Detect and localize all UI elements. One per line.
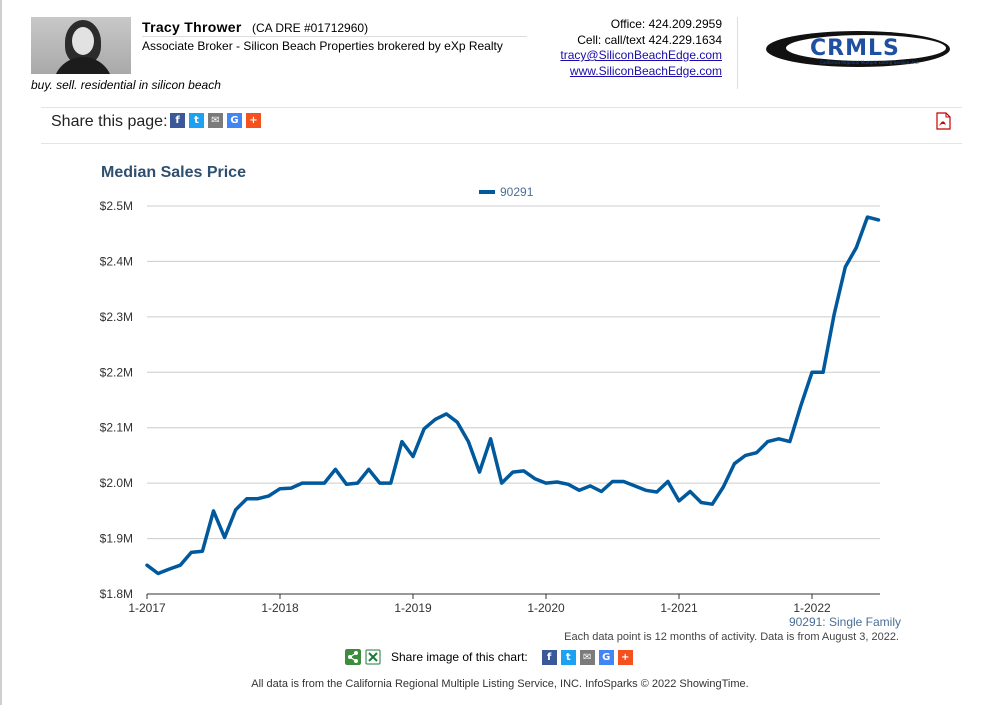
y-tick-label: $2.0M: [100, 476, 133, 490]
website-link[interactable]: www.SiliconBeachEdge.com: [569, 63, 722, 78]
plus-icon[interactable]: +: [246, 113, 261, 128]
y-tick-label: $1.8M: [100, 587, 133, 601]
agent-license: (CA DRE #01712960): [252, 21, 369, 35]
excel-export-icon[interactable]: [365, 649, 381, 665]
crmls-logo-text: CRMLS: [810, 36, 900, 61]
agent-photo: [31, 17, 131, 74]
divider: [41, 143, 962, 144]
y-tick-label: $1.9M: [100, 532, 133, 546]
y-tick-label: $2.4M: [100, 254, 133, 268]
share-image-label: Share image of this chart:: [391, 650, 528, 664]
header-divider: [737, 17, 738, 89]
share-page-icons: f t ✉ G +: [170, 113, 261, 128]
divider: [142, 36, 527, 37]
y-tick-label: $2.3M: [100, 310, 133, 324]
y-tick-label: $2.5M: [100, 199, 133, 213]
crmls-logo: CRMLS California Regional Multiple Listi…: [766, 31, 950, 67]
facebook-icon[interactable]: f: [170, 113, 185, 128]
crmls-logo-subtext: California Regional Multiple Listing Ser…: [820, 60, 919, 65]
x-tick-label: 1-2018: [261, 601, 299, 615]
google-icon[interactable]: G: [227, 113, 242, 128]
email-link[interactable]: tracy@SiliconBeachEdge.com: [560, 48, 722, 62]
x-tick-label: 1-2022: [793, 601, 831, 615]
plus-icon[interactable]: +: [617, 649, 633, 665]
email-icon[interactable]: ✉: [208, 113, 223, 128]
twitter-icon[interactable]: t: [189, 113, 204, 128]
twitter-icon[interactable]: t: [560, 649, 576, 665]
pdf-icon[interactable]: [934, 112, 952, 130]
agent-name: Tracy Thrower: [142, 19, 242, 35]
divider: [41, 107, 962, 108]
footer-attribution: All data is from the California Regional…: [251, 678, 749, 690]
x-tick-label: 1-2017: [128, 601, 166, 615]
median-sales-price-chart: $1.8M $1.9M $2.0M $2.1M $2.2M $2.3M $2.4M $2.5M…: [100, 185, 881, 615]
y-tick-label: $2.1M: [100, 421, 133, 435]
x-tick-label: 1-2020: [527, 601, 565, 615]
share-page-label: Share this page:: [51, 113, 168, 130]
series-note: 90291: Single Family: [788, 615, 901, 629]
x-tick-label: 1-2019: [394, 601, 432, 615]
office-phone: Office: 424.209.2959: [610, 17, 722, 31]
legend-label: 90291: [500, 185, 534, 199]
cell-phone: Cell: call/text 424.229.1634: [577, 32, 722, 47]
chart-tools: Share image of this chart: f t ✉ G +: [345, 649, 633, 665]
x-tick-label: 1-2021: [660, 601, 698, 615]
agent-tagline: buy. sell. residential in silicon beach: [31, 78, 221, 92]
page-frame-edge: [0, 0, 2, 705]
data-note: Each data point is 12 months of activity…: [564, 631, 899, 643]
facebook-icon[interactable]: f: [541, 649, 557, 665]
contact-block: Office: 424.209.2959 Cell: call/text 424…: [520, 17, 722, 79]
email-icon[interactable]: ✉: [579, 649, 595, 665]
y-tick-label: $2.2M: [100, 365, 133, 379]
agent-title: Associate Broker - Silicon Beach Propert…: [142, 39, 503, 53]
share-chart-icon[interactable]: [345, 649, 361, 665]
series-line-90291: [145, 215, 881, 576]
google-icon[interactable]: G: [598, 649, 614, 665]
chart-title: Median Sales Price: [101, 164, 246, 181]
